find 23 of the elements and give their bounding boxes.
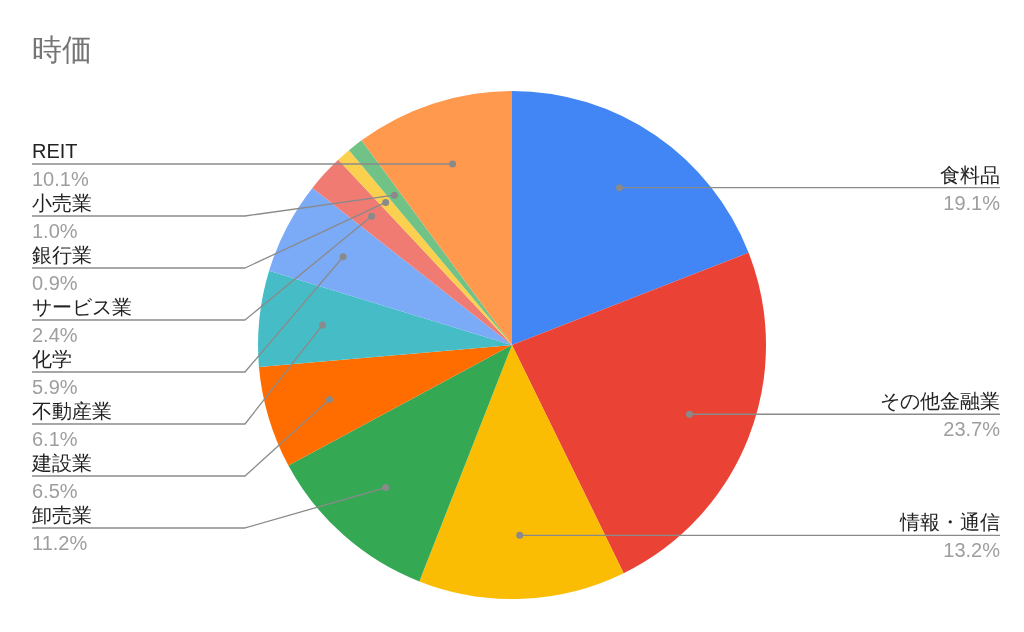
- data-label: 1.0%: [32, 219, 78, 242]
- chart-title: 時価: [32, 33, 92, 66]
- slice-label: 化学: [32, 347, 72, 370]
- data-label: 13.2%: [943, 539, 1001, 562]
- data-label: 5.9%: [32, 375, 78, 398]
- slice-label: その他金融業: [880, 390, 1000, 413]
- slice-label: 不動産業: [32, 399, 112, 422]
- data-label: 19.1%: [943, 191, 1001, 214]
- data-label: 23.7%: [943, 418, 1001, 441]
- slice-label: 情報・通信: [899, 511, 1000, 534]
- slice-label: 銀行業: [32, 243, 92, 266]
- data-label: 6.1%: [32, 427, 78, 450]
- slice-label: 食料品: [940, 163, 1000, 186]
- slice-label: 卸売業: [32, 503, 92, 526]
- data-label: 2.4%: [32, 323, 78, 346]
- slice-label: 小売業: [32, 191, 92, 214]
- data-label: 0.9%: [32, 271, 78, 294]
- data-label: 11.2%: [32, 531, 88, 554]
- slice-label: REIT: [32, 139, 78, 162]
- slice-label: 建設業: [31, 451, 92, 474]
- data-label: 6.5%: [32, 479, 78, 502]
- data-label: 10.1%: [32, 167, 89, 190]
- slice-label: サービス業: [32, 295, 132, 318]
